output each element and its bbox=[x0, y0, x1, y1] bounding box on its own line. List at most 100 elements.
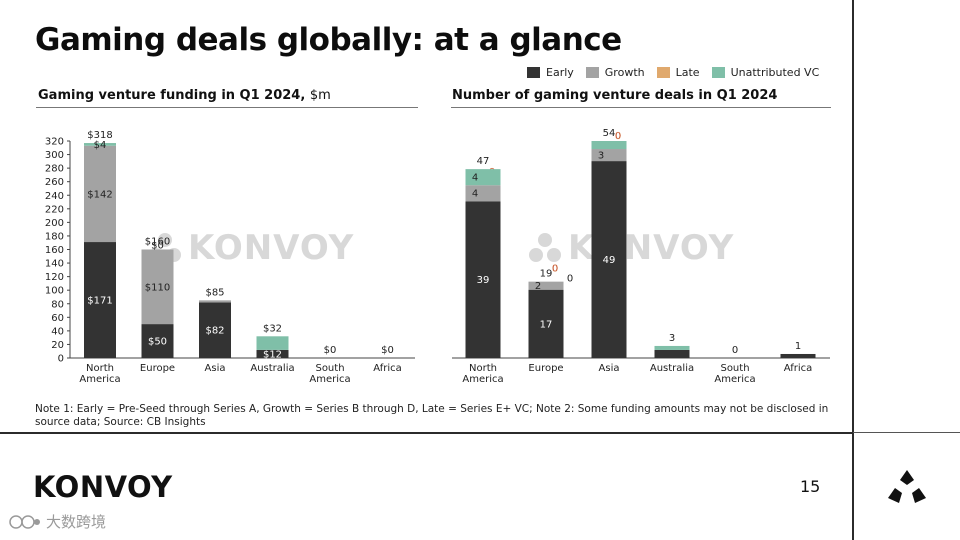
footnote: Note 1: Early = Pre-Seed through Series … bbox=[35, 403, 829, 428]
funding-y-tick-label: 280 bbox=[45, 164, 64, 175]
funding-category-label: America bbox=[309, 374, 350, 385]
source-watermark-text: 大数跨境 bbox=[46, 513, 107, 531]
funding-category-label: Asia bbox=[205, 363, 226, 374]
page-number: 15 bbox=[800, 477, 821, 496]
deals-bar-early bbox=[654, 349, 690, 358]
legend-swatch-growth bbox=[585, 67, 599, 78]
funding-y-tick-label: 220 bbox=[45, 204, 64, 215]
footer-divider bbox=[0, 432, 853, 434]
deals-segment-label: 17 bbox=[540, 319, 553, 330]
deals-category-label: Australia bbox=[650, 363, 694, 374]
funding-segment-label: $142 bbox=[87, 189, 112, 200]
deals-segment-label: 4 bbox=[472, 173, 478, 184]
funding-segment-label: $110 bbox=[145, 282, 170, 293]
deals-bar-unattributed-vc bbox=[465, 169, 501, 186]
funding-y-tick-label: 160 bbox=[45, 245, 64, 256]
deals-segment-label: 49 bbox=[603, 255, 616, 266]
funding-total-label: $85 bbox=[205, 287, 224, 298]
funding-bar-early bbox=[256, 349, 289, 358]
deals-segment-label: 39 bbox=[477, 275, 490, 286]
deals-segment-label: 0 bbox=[615, 131, 621, 142]
funding-y-tick-label: 320 bbox=[45, 137, 64, 148]
watermark-logo-icon bbox=[529, 233, 561, 262]
deals-total-label: 54 bbox=[603, 128, 616, 139]
watermark-left-text: KONVOY bbox=[188, 228, 355, 268]
deals-chart-title: Number of gaming venture deals in Q1 202… bbox=[452, 88, 777, 103]
brand-mark-icon bbox=[888, 470, 926, 503]
legend-label-early: Early bbox=[546, 66, 574, 79]
legend-label-late: Late bbox=[675, 66, 700, 79]
funding-y-tick-label: 260 bbox=[45, 177, 64, 188]
legend: Early Growth Late Unattributed VC bbox=[527, 66, 831, 79]
legend-label-unattributed: Unattributed VC bbox=[730, 66, 820, 79]
funding-bar-growth bbox=[141, 249, 174, 325]
legend-item-early: Early bbox=[527, 66, 574, 79]
deals-total-label: 0 bbox=[732, 345, 738, 356]
deals-bar-early bbox=[528, 289, 564, 358]
deals-segment-label: 0 bbox=[552, 264, 558, 275]
legend-item-late: Late bbox=[656, 66, 700, 79]
funding-total-label: $0 bbox=[324, 345, 337, 356]
deals-chart-title-text: Number of gaming venture deals in Q1 202… bbox=[452, 88, 778, 103]
funding-y-tick-label: 40 bbox=[51, 326, 64, 337]
funding-total-label: $318 bbox=[87, 130, 112, 141]
brand-logo: KONVOY bbox=[33, 470, 173, 504]
deals-segment-label: 3 bbox=[598, 151, 604, 162]
funding-segment-label: $171 bbox=[87, 296, 112, 307]
deals-category-label: Africa bbox=[784, 363, 813, 374]
funding-y-tick-label: 200 bbox=[45, 218, 64, 229]
funding-category-label: Australia bbox=[250, 363, 294, 374]
funding-chart-rule bbox=[36, 107, 418, 108]
funding-y-tick-label: 20 bbox=[51, 340, 64, 351]
deals-segment-label: 0 bbox=[567, 274, 573, 285]
deals-chart-rule bbox=[451, 107, 831, 108]
watermark-left: KONVOY bbox=[148, 228, 354, 268]
funding-bar-growth bbox=[199, 300, 231, 303]
funding-segment-label: $50 bbox=[148, 337, 167, 348]
source-watermark-icon bbox=[9, 514, 40, 529]
funding-y-tick-label: 140 bbox=[45, 259, 64, 270]
funding-category-label: North bbox=[86, 363, 114, 374]
funding-y-tick-label: 60 bbox=[51, 313, 64, 324]
legend-swatch-late bbox=[656, 67, 670, 78]
deals-segment-label: 2 bbox=[535, 281, 541, 292]
deals-bar-growth bbox=[465, 185, 501, 202]
deals-category-label: America bbox=[714, 374, 755, 385]
legend-item-growth: Growth bbox=[585, 66, 645, 79]
funding-bar-unattributed-vc bbox=[256, 336, 289, 350]
deals-total-label: 3 bbox=[669, 333, 675, 344]
deals-total-label: 47 bbox=[477, 156, 490, 167]
deals-bar-unattributed-vc bbox=[654, 345, 690, 350]
funding-y-tick-label: 80 bbox=[51, 299, 64, 310]
deals-bar-unattributed-vc bbox=[591, 141, 627, 150]
funding-category-label: South bbox=[315, 363, 344, 374]
deals-total-label: 19 bbox=[540, 269, 553, 280]
funding-category-label: America bbox=[79, 374, 120, 385]
deals-category-label: South bbox=[720, 363, 749, 374]
deals-category-label: Europe bbox=[528, 363, 563, 374]
deals-bar-early bbox=[591, 161, 627, 358]
funding-chart-title-text: Gaming venture funding in Q1 2024, bbox=[38, 88, 306, 103]
funding-segment-label: $12 bbox=[263, 349, 282, 360]
funding-y-tick-label: 240 bbox=[45, 191, 64, 202]
funding-bar-unattributed-vc bbox=[84, 143, 116, 146]
legend-swatch-unattributed bbox=[711, 67, 725, 78]
deals-category-label: Asia bbox=[599, 363, 620, 374]
deals-total-label: 1 bbox=[795, 341, 801, 352]
funding-total-label: $32 bbox=[263, 323, 282, 334]
funding-bar-early bbox=[141, 324, 174, 358]
deals-bar-growth bbox=[591, 149, 627, 162]
deals-category-label: North bbox=[469, 363, 497, 374]
funding-category-label: Africa bbox=[373, 363, 402, 374]
funding-category-label: Europe bbox=[140, 363, 175, 374]
deals-category-label: America bbox=[462, 374, 503, 385]
funding-chart-title: Gaming venture funding in Q1 2024, $m bbox=[38, 88, 331, 103]
footer-divider-right bbox=[853, 432, 960, 433]
vertical-divider bbox=[852, 0, 854, 540]
funding-y-tick-label: 180 bbox=[45, 231, 64, 242]
funding-bar-early bbox=[84, 242, 116, 358]
legend-label-growth: Growth bbox=[604, 66, 645, 79]
source-watermark: 大数跨境 bbox=[8, 511, 106, 532]
legend-item-unattributed: Unattributed VC bbox=[711, 66, 820, 79]
